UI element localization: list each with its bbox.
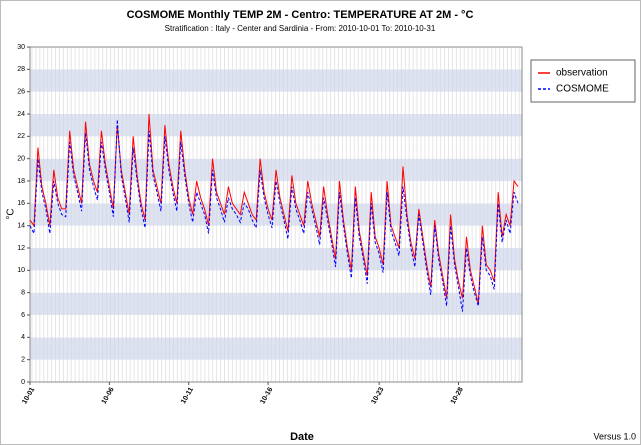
y-tick-label: 26 xyxy=(17,89,25,96)
day-grid xyxy=(30,47,522,382)
y-axis-label: °C xyxy=(6,208,17,219)
chart-title: COSMOME Monthly TEMP 2M - Centro: TEMPER… xyxy=(127,9,474,21)
x-axis-label: Date xyxy=(290,431,314,443)
legend-label: COSMOME xyxy=(556,84,609,95)
legend-label: observation xyxy=(556,68,608,79)
chart-subtitle: Stratification : Italy - Center and Sard… xyxy=(165,24,436,33)
plot-border xyxy=(29,46,523,383)
series-line xyxy=(29,119,519,312)
y-tick-label: 24 xyxy=(17,111,25,118)
y-tick-label: 10 xyxy=(17,267,25,274)
y-tick-label: 20 xyxy=(17,156,25,163)
y-tick-label: 16 xyxy=(17,200,25,207)
y-tick-label: 2 xyxy=(21,357,25,364)
y-tick-label: 28 xyxy=(17,66,25,73)
y-tick-label: 6 xyxy=(21,312,25,319)
footer: Versus 1.0 xyxy=(593,431,636,441)
y-tick-label: 18 xyxy=(17,178,25,185)
y-tick-label: 30 xyxy=(17,44,25,51)
series-line xyxy=(29,113,519,304)
legend-box xyxy=(530,59,636,103)
y-tick-label: 0 xyxy=(21,379,25,386)
y-tick-label: 14 xyxy=(17,223,25,230)
y-tick-label: 12 xyxy=(17,245,25,252)
y-tick-label: 8 xyxy=(21,290,25,297)
y-tick-label: 22 xyxy=(17,133,25,140)
y-tick-label: 4 xyxy=(21,334,25,341)
